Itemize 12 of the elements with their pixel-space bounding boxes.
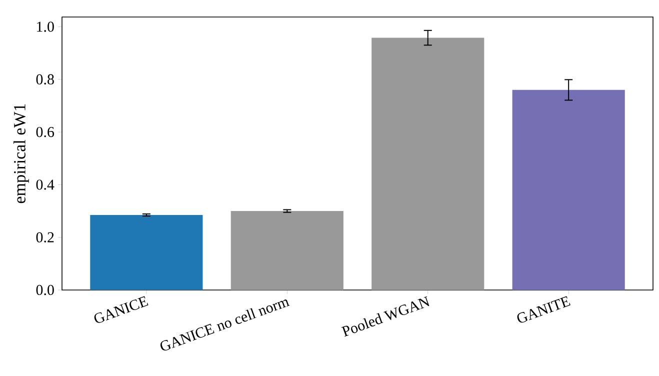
x-tick-label: Pooled WGAN: [341, 296, 430, 337]
bar: [512, 90, 625, 290]
y-axis-title: empirical eW1: [13, 104, 29, 204]
y-tick-label: 0.4: [36, 180, 54, 190]
y-tick-label: 0.0: [36, 284, 54, 296]
y-tick-label: 0.8: [36, 74, 54, 84]
bar: [230, 211, 344, 290]
bar: [90, 214, 203, 290]
y-tick-label: 0.2: [36, 232, 54, 242]
bar: [372, 38, 484, 290]
y-tick-label: 0.6: [36, 126, 54, 138]
y-tick-label: 1.0: [37, 22, 54, 32]
